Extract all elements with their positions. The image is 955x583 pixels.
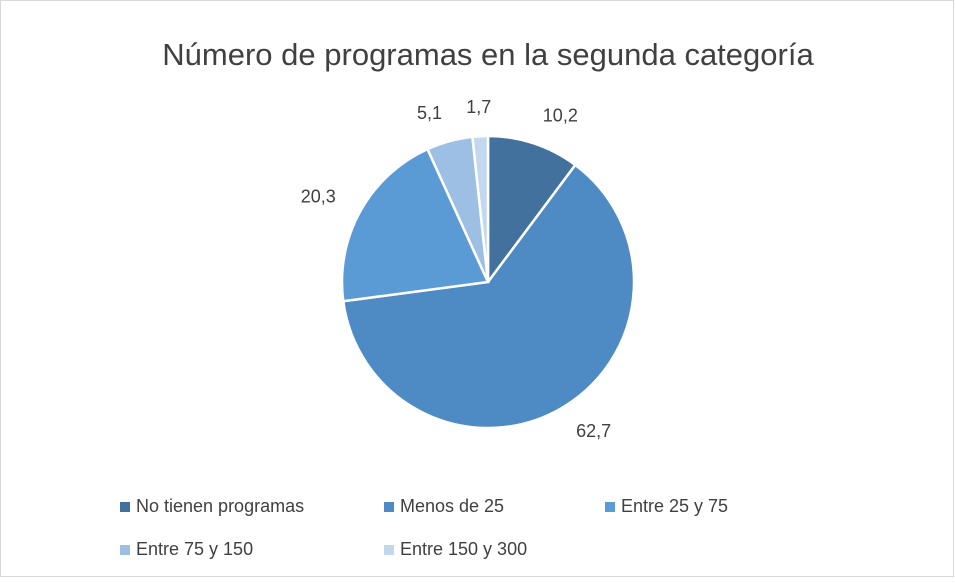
legend-label: No tienen programas [136, 496, 304, 516]
pie-slice [471, 134, 490, 283]
legend-swatch [384, 502, 394, 512]
data-label: 1,7 [466, 97, 491, 117]
data-label: 10,2 [543, 106, 578, 126]
legend-label: Entre 25 y 75 [621, 496, 728, 516]
data-label: 5,1 [417, 103, 442, 123]
legend-label: Entre 75 y 150 [136, 539, 253, 559]
pie-slice [340, 147, 490, 303]
pie-slice [341, 163, 636, 430]
legend-swatch [120, 545, 130, 555]
pie-slice [486, 134, 578, 286]
legend-label: Entre 150 y 300 [400, 539, 527, 559]
legend-swatch [120, 502, 130, 512]
legend-label: Menos de 25 [400, 496, 504, 516]
data-label: 20,3 [301, 186, 336, 206]
legend-swatch [605, 502, 615, 512]
data-label: 62,7 [576, 421, 611, 441]
legend-swatch [384, 545, 394, 555]
chart-title: Número de programas en la segunda catego… [162, 37, 814, 72]
